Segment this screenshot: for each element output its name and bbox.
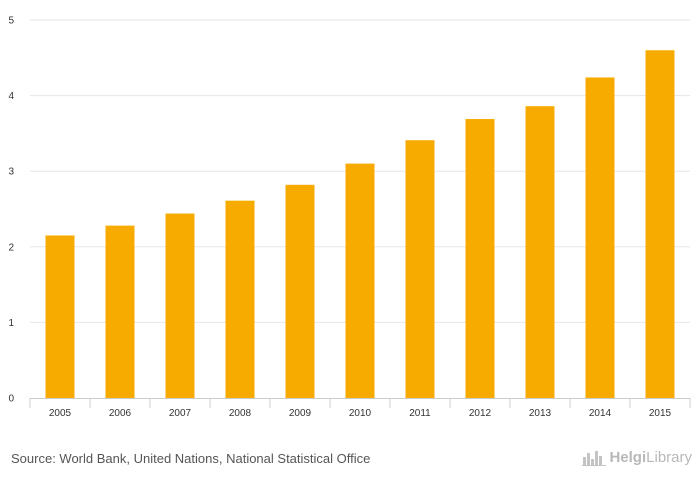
- y-tick-labels: 0 1 2 3 4 5: [8, 16, 14, 405]
- source-note: Source: World Bank, United Nations, Nati…: [11, 451, 371, 466]
- x-tick-labels: 2005 2006 2007 2008 2009 2010 2011 2012 2013 2014…: [49, 408, 672, 419]
- x-tick-label: 2010: [349, 408, 372, 419]
- y-tick-label: 5: [8, 16, 14, 27]
- bar-2005[interactable]: [45, 235, 75, 398]
- x-tick-label: 2015: [649, 408, 672, 419]
- city-skyline-icon: [582, 450, 607, 466]
- y-tick-label: 3: [8, 167, 14, 178]
- brand-name: HelgiLibrary: [609, 449, 692, 466]
- bar-2011[interactable]: [405, 140, 435, 399]
- bar-2007[interactable]: [165, 213, 195, 398]
- bar-2015[interactable]: [645, 50, 675, 399]
- x-axis: [29, 398, 691, 408]
- bar-2009[interactable]: [285, 184, 315, 398]
- x-tick-label: 2006: [109, 408, 132, 419]
- bar-2013[interactable]: [525, 106, 555, 399]
- bar-2006[interactable]: [105, 225, 135, 398]
- x-tick-label: 2014: [589, 408, 612, 419]
- x-tick-label: 2008: [229, 408, 252, 419]
- x-tick-label: 2007: [169, 408, 192, 419]
- brand-logo[interactable]: HelgiLibrary: [582, 449, 692, 466]
- x-tick-label: 2013: [529, 408, 552, 419]
- x-tick-label: 2011: [409, 408, 431, 419]
- x-tick-label: 2012: [469, 408, 492, 419]
- y-tick-label: 4: [8, 91, 14, 102]
- y-tick-label: 1: [8, 318, 14, 329]
- bars: [45, 50, 675, 399]
- x-tick-label: 2005: [49, 408, 72, 419]
- brand-name-first: Helgi: [609, 449, 647, 466]
- x-tick-label: 2009: [289, 408, 312, 419]
- brand-name-second: Library: [646, 449, 692, 466]
- bar-2010[interactable]: [345, 163, 375, 398]
- bar-2012[interactable]: [465, 119, 495, 398]
- y-tick-label: 2: [8, 242, 14, 253]
- bar-2008[interactable]: [225, 200, 255, 398]
- y-tick-label: 0: [8, 394, 14, 405]
- bar-2014[interactable]: [585, 77, 615, 399]
